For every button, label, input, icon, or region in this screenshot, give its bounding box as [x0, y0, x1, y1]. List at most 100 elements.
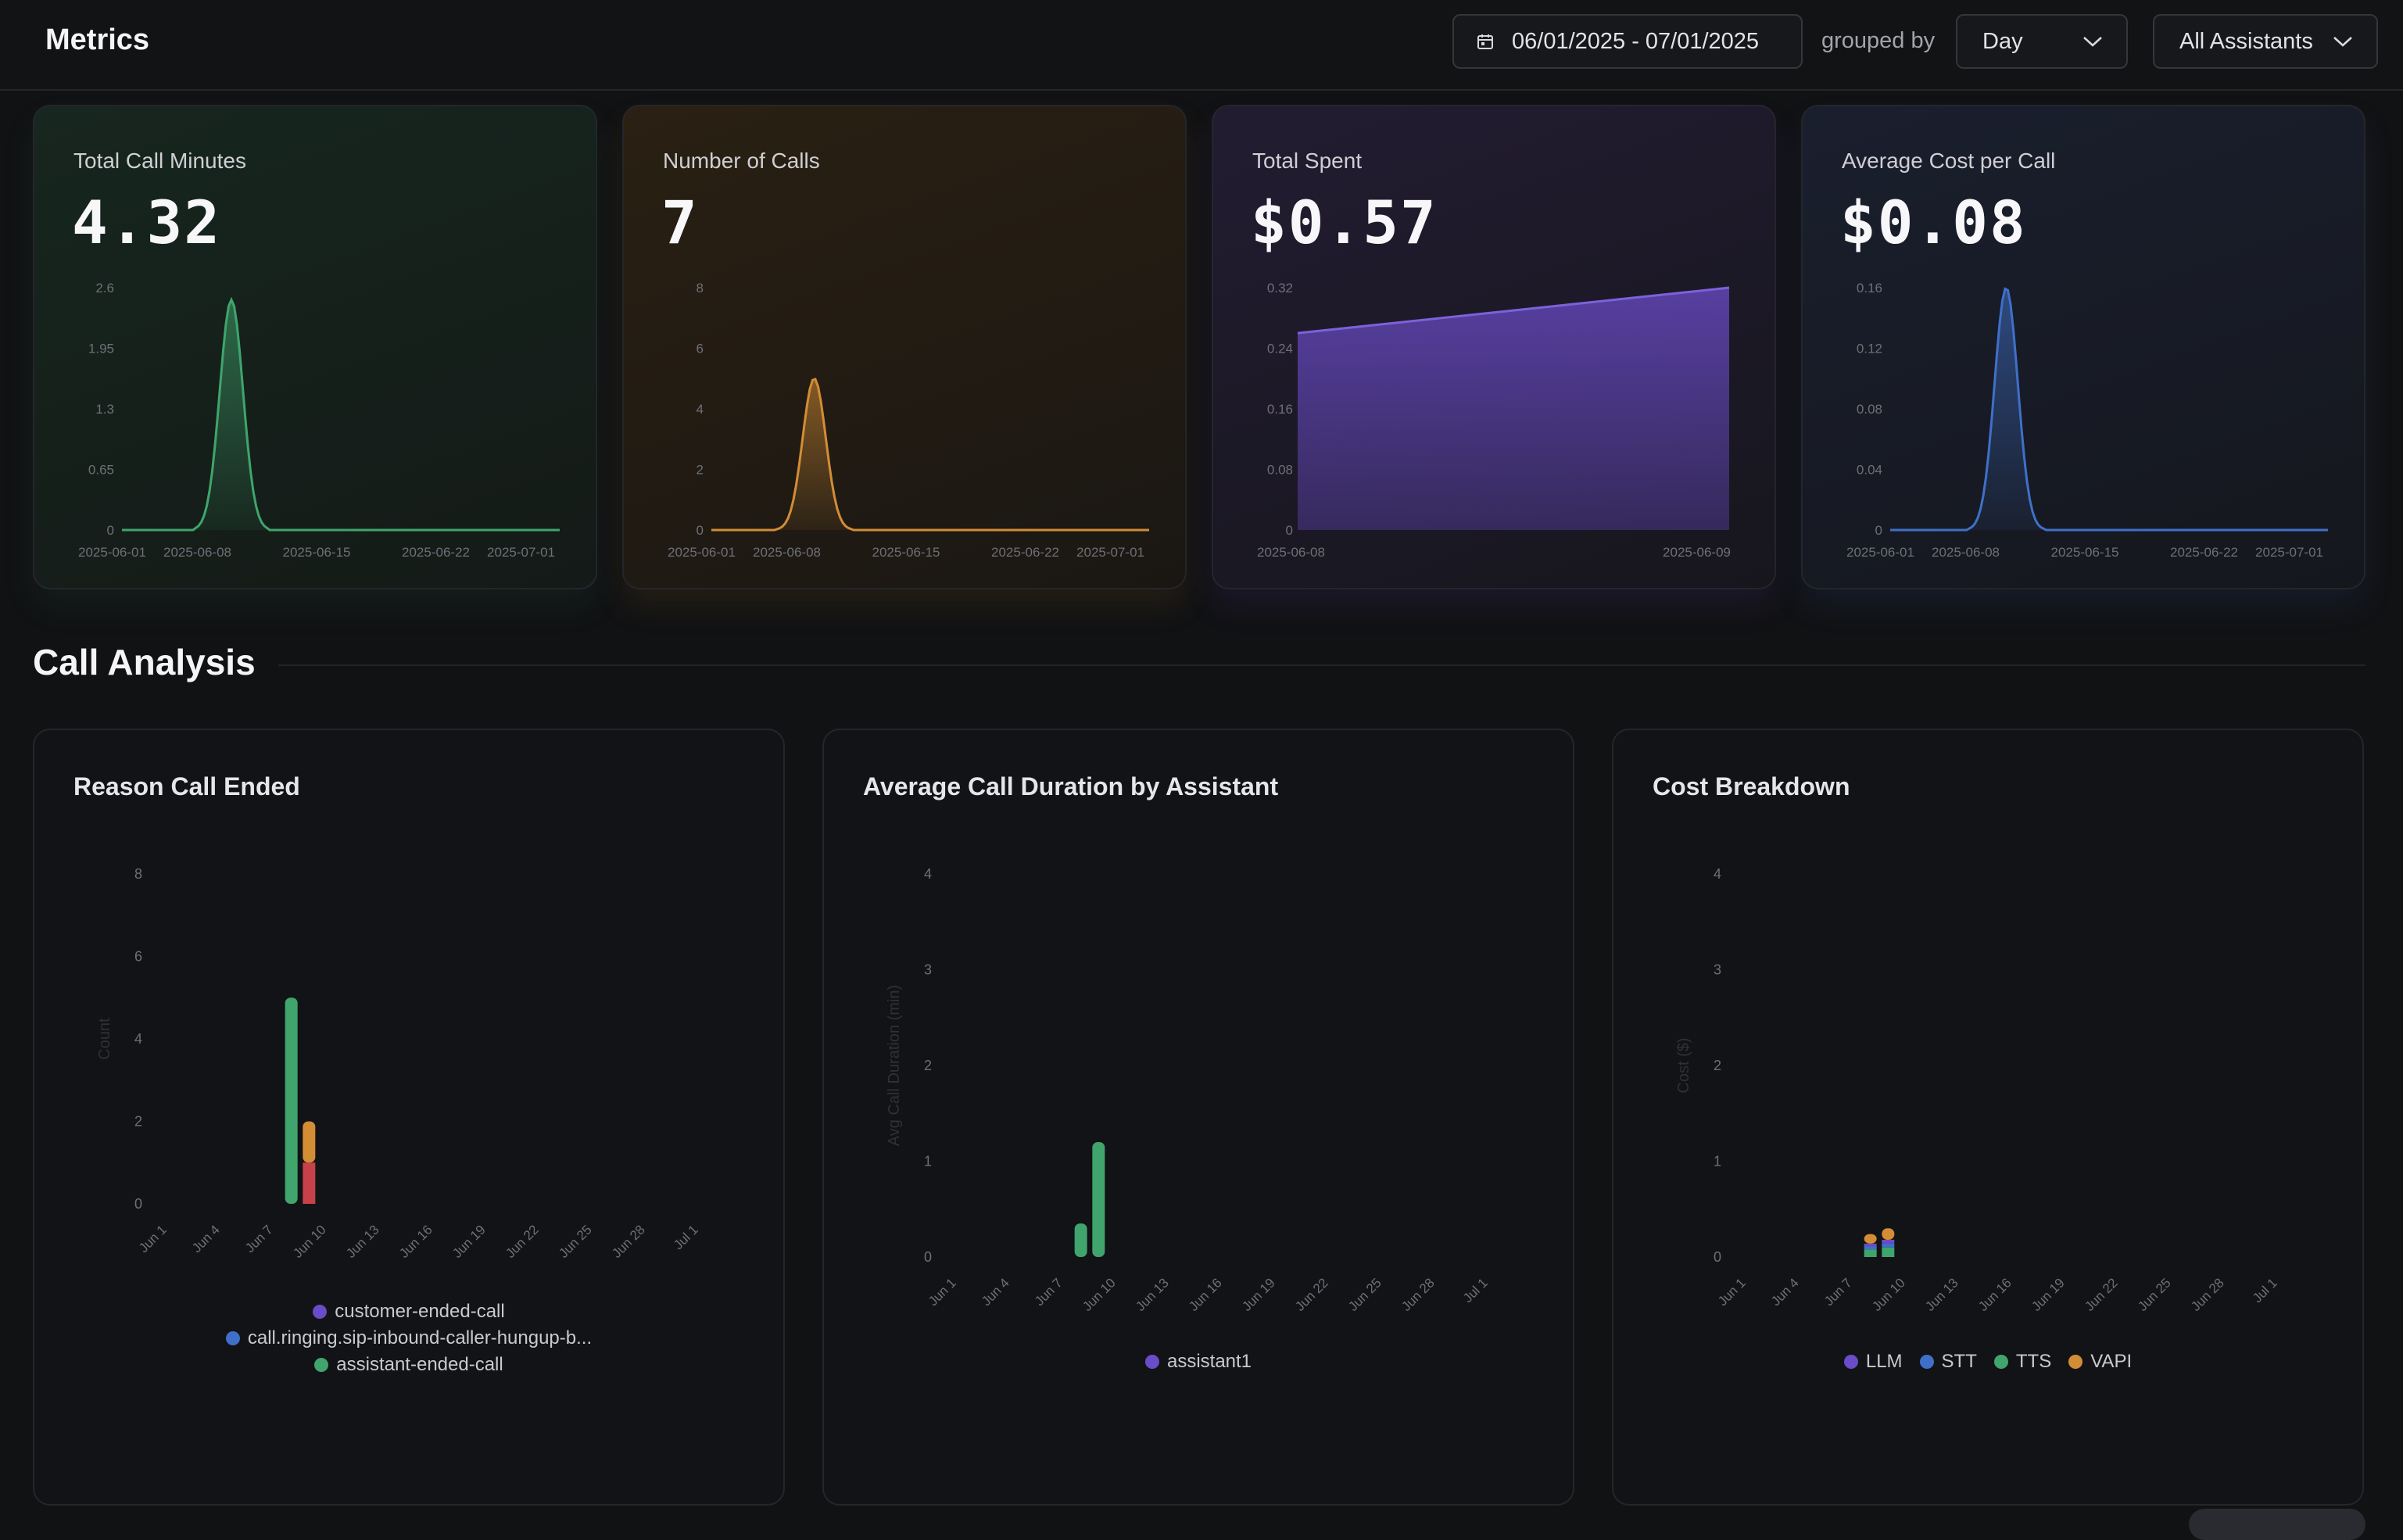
x-tick-label: 2025-06-08	[1932, 545, 2000, 560]
floating-scroll-pill[interactable]	[2189, 1509, 2365, 1540]
top-bar: Metrics 06/01/2025 - 07/01/2025 grouped …	[0, 0, 2403, 91]
x-tick-label: Jun 19	[2029, 1275, 2068, 1314]
x-tick-label: 2025-07-01	[1076, 545, 1144, 560]
legend-item[interactable]: customer-ended-call	[313, 1301, 505, 1323]
metric-label: Number of Calls	[663, 149, 820, 173]
y-tick-label: 6	[134, 949, 142, 965]
y-tick-label: 1	[924, 1154, 932, 1169]
x-tick-label: Jun 22	[1292, 1275, 1331, 1314]
page-title: Metrics	[45, 23, 150, 56]
chevron-down-icon	[2333, 37, 2352, 47]
y-tick-label: 0.12	[1857, 342, 1882, 356]
panel-title: Average Call Duration by Assistant	[863, 772, 1279, 800]
legend-item[interactable]: assistant1	[1144, 1351, 1252, 1373]
series-line	[122, 296, 560, 532]
bar-segment[interactable]	[1882, 1247, 1895, 1257]
bar-segment[interactable]	[1864, 1249, 1877, 1257]
x-tick-label: 2025-06-08	[1257, 545, 1325, 560]
y-tick-label: 0	[924, 1249, 932, 1265]
legend-item[interactable]: call.ringing.sip-inbound-caller-hungup-b…	[225, 1327, 592, 1349]
bar-segment[interactable]	[1882, 1243, 1895, 1248]
bar-segment[interactable]	[303, 1162, 316, 1204]
total-spent-chart: 0.32 0.24 0.16 0.08 0 2025-06-08 2025-06-09	[1257, 281, 1731, 560]
assistant-filter-select[interactable]: All Assistants	[2153, 14, 2378, 69]
legend-label: assistant-ended-call	[336, 1354, 503, 1375]
x-tick-label: 2025-07-01	[487, 545, 555, 560]
x-tick-label: Jun 25	[2135, 1275, 2174, 1314]
metric-value: $0.08	[1840, 188, 2027, 257]
bar-segment[interactable]	[1882, 1228, 1895, 1240]
chart-legend: assistant1	[824, 1351, 1573, 1373]
bar-segment[interactable]	[1864, 1243, 1877, 1247]
legend-item[interactable]: assistant-ended-call	[314, 1354, 503, 1376]
bar-segment[interactable]	[1074, 1223, 1087, 1257]
y-tick-label: 0.08	[1857, 402, 1882, 417]
x-tick-label: Jun 1	[136, 1222, 170, 1255]
group-by-value: Day	[1982, 28, 2023, 54]
x-tick-label: Jun 22	[2082, 1275, 2121, 1314]
x-tick-label: 2025-06-15	[872, 545, 940, 560]
legend-item[interactable]: TTS	[1993, 1351, 2051, 1373]
date-range-label: 06/01/2025 - 07/01/2025	[1512, 28, 1760, 54]
y-tick-label: 2	[1714, 1058, 1721, 1073]
date-range-picker[interactable]: 06/01/2025 - 07/01/2025	[1452, 14, 1803, 69]
metric-card-number-of-calls: Number of Calls 7 8 6 4 2 0 2025-06-01 2025-06…	[622, 105, 1187, 589]
x-tick-label: 2025-06-08	[163, 545, 231, 560]
x-tick-label: Jun 10	[1080, 1275, 1119, 1314]
legend-dot	[314, 1358, 329, 1372]
bar-segment[interactable]	[1882, 1239, 1895, 1244]
group-by-select[interactable]: Day	[1956, 14, 2128, 69]
x-tick-label: 2025-06-08	[753, 545, 821, 560]
legend-item[interactable]: LLM	[1843, 1351, 1903, 1373]
metric-value: $0.57	[1251, 188, 1438, 257]
x-tick-label: Jun 13	[1922, 1275, 1961, 1314]
legend-item[interactable]: STT	[1919, 1351, 1977, 1373]
x-tick-label: Jun 4	[979, 1275, 1012, 1309]
chart-legend: LLM STT TTS VAPI	[1613, 1351, 2362, 1373]
bar-segment[interactable]	[285, 997, 298, 1204]
x-tick-label: Jun 19	[1239, 1275, 1278, 1314]
x-tick-label: 2025-06-15	[2051, 545, 2119, 560]
x-tick-label: Jun 1	[926, 1275, 959, 1309]
x-tick-label: Jun 7	[1032, 1275, 1065, 1309]
x-tick-label: Jun 16	[396, 1222, 435, 1261]
panel-title: Reason Call Ended	[73, 772, 300, 800]
panel-title: Cost Breakdown	[1653, 772, 1850, 800]
y-tick-label: 3	[924, 962, 932, 978]
bar-segment[interactable]	[1864, 1234, 1877, 1244]
legend-dot	[225, 1331, 240, 1345]
metric-label: Average Cost per Call	[1842, 149, 2056, 173]
number-of-calls-chart: 8 6 4 2 0 2025-06-01 2025-06-08 2025-06-15 2025-…	[668, 281, 1149, 560]
x-tick-label: Jul 1	[671, 1222, 701, 1252]
legend-item[interactable]: VAPI	[2068, 1351, 2132, 1373]
metric-label: Total Spent	[1252, 149, 1363, 173]
y-axis-label: Cost ($)	[1675, 1037, 1692, 1093]
x-tick-label: 2025-06-22	[2170, 545, 2238, 560]
metric-value: 4.32	[72, 188, 222, 257]
y-axis-label: Count	[96, 1018, 113, 1060]
legend-dot	[1919, 1355, 1934, 1369]
area-fill	[711, 379, 1149, 530]
x-tick-label: 2025-06-01	[668, 545, 736, 560]
y-tick-label: 6	[697, 342, 704, 356]
y-tick-label: 2	[697, 463, 704, 478]
metric-value: 7	[661, 188, 699, 257]
bar-segment[interactable]	[1864, 1246, 1877, 1250]
cost-breakdown-chart: 4 3 2 1 0 Cost ($) Jun 1 Jun 4 Jun 7 Jun 10 Jun 13…	[1675, 866, 2280, 1314]
y-tick-label: 0	[134, 1196, 142, 1212]
y-tick-label: 4	[697, 402, 704, 417]
y-tick-label: 0.24	[1267, 342, 1293, 356]
bar-segment[interactable]	[303, 1121, 316, 1163]
chart-legend: customer-ended-call call.ringing.sip-inbo…	[34, 1301, 783, 1376]
section-title: Call Analysis	[33, 642, 256, 682]
average-call-duration-panel: Average Call Duration by Assistant 4 3 2 1 0…	[822, 729, 1574, 1506]
x-tick-label: Jun 7	[242, 1222, 276, 1255]
y-tick-label: 8	[697, 281, 704, 295]
legend-dot	[1843, 1355, 1858, 1369]
x-tick-label: Jun 4	[1768, 1275, 1802, 1309]
assistant-filter-value: All Assistants	[2179, 28, 2313, 54]
x-tick-label: 2025-07-01	[2255, 545, 2323, 560]
x-tick-label: Jun 4	[189, 1222, 223, 1255]
bar-segment[interactable]	[1092, 1142, 1105, 1257]
x-tick-label: Jun 16	[1975, 1275, 2014, 1314]
